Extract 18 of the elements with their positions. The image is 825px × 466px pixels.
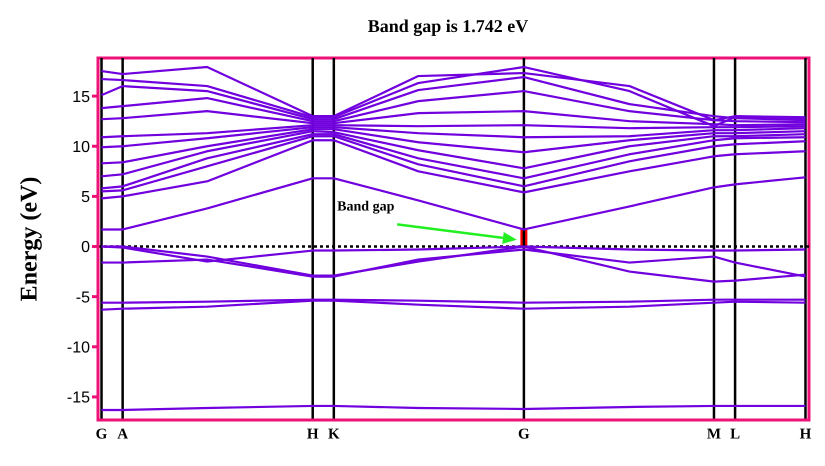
y-tick-label: 0: [81, 239, 90, 256]
chart-title: Band gap is 1.742 eV: [368, 16, 528, 36]
x-tick-label: L: [730, 426, 740, 443]
y-tick-label: 15: [72, 88, 90, 106]
y-tick-label: -10: [66, 339, 90, 356]
y-tick-label: 10: [72, 138, 90, 156]
x-tick-label: G: [96, 426, 108, 443]
x-tick-label: G: [518, 426, 530, 443]
y-tick-label: -15: [66, 390, 90, 407]
x-tick-label: H: [306, 426, 319, 443]
y-tick-label: 5: [81, 189, 90, 206]
x-tick-label: H: [800, 426, 812, 443]
x-tick-label: M: [706, 426, 722, 443]
x-tick-label: A: [117, 426, 128, 443]
y-axis-title: Energy (eV): [16, 176, 43, 302]
annotation: Band gap: [337, 199, 395, 214]
y-tick-label: -5: [76, 289, 90, 306]
x-tick-label: K: [328, 426, 340, 443]
